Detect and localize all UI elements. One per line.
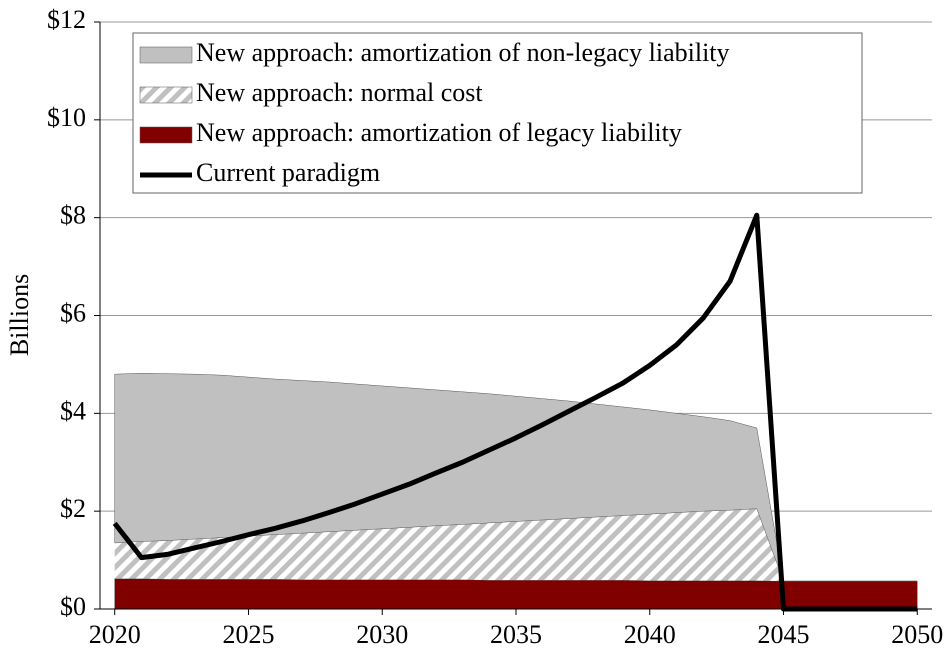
y-tick-label: $8 [60, 201, 86, 230]
y-tick-label: $2 [60, 494, 86, 523]
x-tick-label: 2050 [891, 620, 943, 649]
y-tick-label: $12 [47, 5, 86, 34]
x-tick-label: 2035 [490, 620, 542, 649]
y-axis-label: Billions [5, 274, 34, 356]
x-tick-label: 2020 [89, 620, 141, 649]
y-tick-label: $4 [60, 396, 86, 425]
legend-label: New approach: amortization of non-legacy… [196, 38, 730, 67]
area [114, 372, 918, 582]
legend-swatch [139, 86, 193, 104]
y-tick-label: $0 [60, 592, 86, 621]
x-tick-label: 2030 [356, 620, 408, 649]
y-tick-label: $10 [47, 103, 86, 132]
legend-swatch [139, 126, 193, 144]
legend-box [132, 32, 863, 194]
x-tick-label: 2025 [222, 620, 274, 649]
x-tick-label: 2040 [624, 620, 676, 649]
legend-label: Current paradigm [196, 158, 380, 187]
y-tick-label: $6 [60, 298, 86, 327]
x-tick-label: 2045 [758, 620, 810, 649]
legend-label: New approach: amortization of legacy lia… [196, 118, 682, 147]
legend-swatch [139, 46, 193, 64]
area [114, 578, 918, 610]
legend-label: New approach: normal cost [196, 78, 483, 107]
legend: New approach: amortization of non-legacy… [132, 32, 863, 194]
area [114, 508, 918, 582]
